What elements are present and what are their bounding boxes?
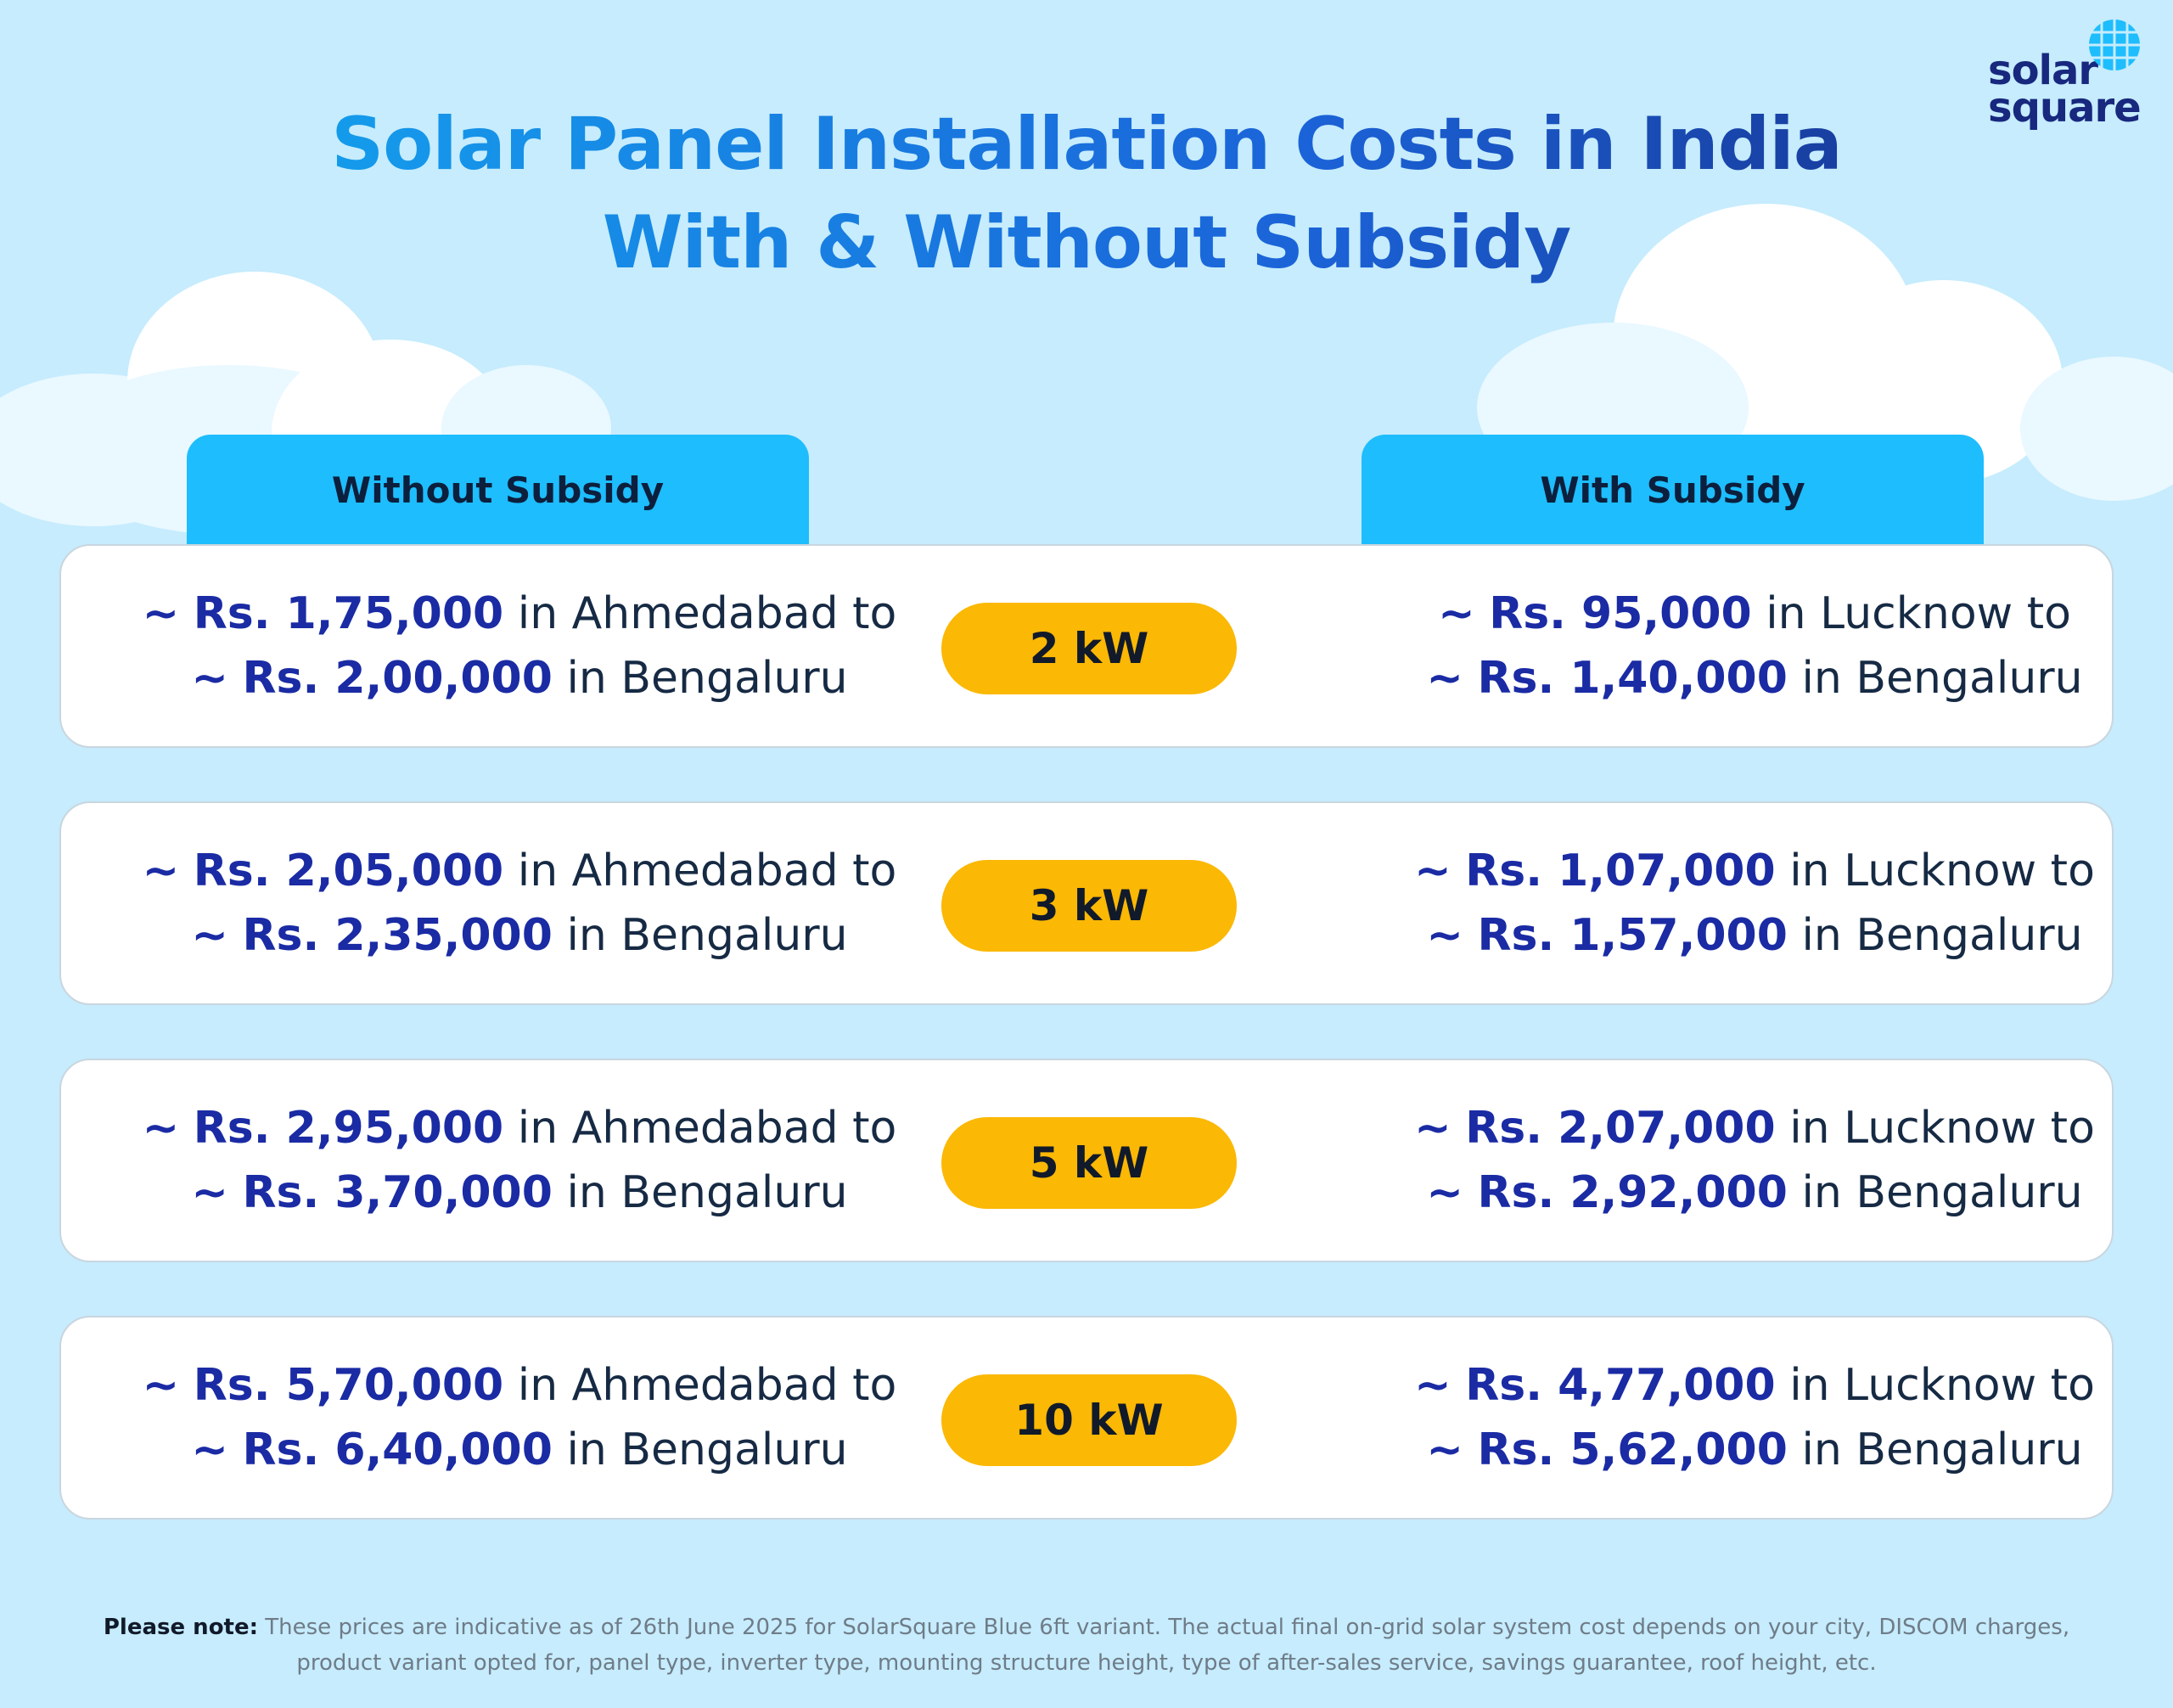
price-location: in Ahmedabad to bbox=[503, 588, 897, 639]
price-amount: Rs. 2,95,000 bbox=[193, 1103, 504, 1154]
price-amount: Rs. 6,40,000 bbox=[242, 1424, 553, 1475]
price-line: ~ Rs. 2,05,000 in Ahmedabad to bbox=[142, 846, 897, 896]
price-amount: Rs. 2,00,000 bbox=[242, 653, 553, 704]
solar-grid-icon bbox=[2088, 19, 2141, 71]
price-line: ~ Rs. 5,62,000 in Bengaluru bbox=[1426, 1424, 2083, 1475]
price-line: ~ Rs. 5,70,000 in Ahmedabad to bbox=[142, 1360, 897, 1411]
price-line: ~ Rs. 2,92,000 in Bengaluru bbox=[1426, 1167, 2083, 1218]
price-line: ~ Rs. 2,07,000 in Lucknow to bbox=[1414, 1103, 2095, 1154]
price-amount: Rs. 95,000 bbox=[1489, 588, 1752, 639]
price-amount: Rs. 2,05,000 bbox=[193, 846, 504, 896]
cost-row-3kw: ~ Rs. 2,05,000 in Ahmedabad to ~ Rs. 2,3… bbox=[59, 801, 2114, 1005]
price-location: in Bengaluru bbox=[552, 1167, 848, 1218]
page-title: Solar Panel Installation Costs in India bbox=[0, 102, 2173, 187]
cost-row-10kw: ~ Rs. 5,70,000 in Ahmedabad to ~ Rs. 6,4… bbox=[59, 1316, 2114, 1520]
price-amount: Rs. 2,35,000 bbox=[242, 910, 553, 961]
price-line: ~ Rs. 1,75,000 in Ahmedabad to bbox=[142, 588, 897, 639]
price-line: ~ Rs. 4,77,000 in Lucknow to bbox=[1414, 1360, 2095, 1411]
price-location: in Bengaluru bbox=[1787, 1167, 2083, 1218]
price-location: in Bengaluru bbox=[552, 653, 848, 704]
cost-without-subsidy: ~ Rs. 5,70,000 in Ahmedabad to ~ Rs. 6,4… bbox=[95, 1318, 944, 1518]
capacity-badge: 5 kW bbox=[941, 1117, 1237, 1209]
disclaimer-line2: product variant opted for, panel type, i… bbox=[296, 1650, 1877, 1676]
capacity-badge: 3 kW bbox=[941, 860, 1237, 952]
price-line: ~ Rs. 2,35,000 in Bengaluru bbox=[191, 910, 848, 961]
cost-row-5kw: ~ Rs. 2,95,000 in Ahmedabad to ~ Rs. 3,7… bbox=[59, 1059, 2114, 1262]
price-line: ~ Rs. 6,40,000 in Bengaluru bbox=[191, 1424, 848, 1475]
disclaimer-line1: Please note: These prices are indicative… bbox=[51, 1610, 2122, 1645]
cost-with-subsidy: ~ Rs. 1,07,000 in Lucknow to ~ Rs. 1,57,… bbox=[1275, 803, 2173, 1003]
price-amount: Rs. 4,77,000 bbox=[1465, 1360, 1776, 1411]
page-subtitle: With & Without Subsidy bbox=[0, 200, 2173, 285]
price-amount: Rs. 1,40,000 bbox=[1477, 653, 1788, 704]
price-location: in Lucknow to bbox=[1775, 1103, 2095, 1154]
price-location: in Bengaluru bbox=[1787, 910, 2083, 961]
price-amount: Rs. 5,70,000 bbox=[193, 1360, 504, 1411]
disclaimer-text: These prices are indicative as of 26th J… bbox=[258, 1615, 2070, 1640]
cost-row-2kw: ~ Rs. 1,75,000 in Ahmedabad to ~ Rs. 2,0… bbox=[59, 544, 2114, 748]
capacity-badge: 10 kW bbox=[941, 1374, 1237, 1466]
price-location: in Bengaluru bbox=[1787, 1424, 2083, 1475]
price-line: ~ Rs. 2,00,000 in Bengaluru bbox=[191, 653, 848, 704]
cost-with-subsidy: ~ Rs. 95,000 in Lucknow to ~ Rs. 1,40,00… bbox=[1275, 546, 2173, 746]
brand-logo-line1: solar bbox=[1988, 47, 2098, 94]
price-amount: Rs. 3,70,000 bbox=[242, 1167, 553, 1218]
price-amount: Rs. 5,62,000 bbox=[1477, 1424, 1788, 1475]
price-amount: Rs. 1,57,000 bbox=[1477, 910, 1788, 961]
price-location: in Lucknow to bbox=[1775, 1360, 2095, 1411]
price-line: ~ Rs. 1,57,000 in Bengaluru bbox=[1426, 910, 2083, 961]
cost-without-subsidy: ~ Rs. 1,75,000 in Ahmedabad to ~ Rs. 2,0… bbox=[95, 546, 944, 746]
price-location: in Bengaluru bbox=[552, 910, 848, 961]
header-without-subsidy: Without Subsidy bbox=[187, 435, 809, 545]
disclaimer-note: Please note: These prices are indicative… bbox=[51, 1610, 2122, 1681]
price-location: in Lucknow to bbox=[1751, 588, 2071, 639]
capacity-badge: 2 kW bbox=[941, 603, 1237, 694]
price-location: in Bengaluru bbox=[552, 1424, 848, 1475]
cost-without-subsidy: ~ Rs. 2,05,000 in Ahmedabad to ~ Rs. 2,3… bbox=[95, 803, 944, 1003]
price-location: in Bengaluru bbox=[1787, 653, 2083, 704]
price-amount: Rs. 1,75,000 bbox=[193, 588, 504, 639]
price-amount: Rs. 1,07,000 bbox=[1465, 846, 1776, 896]
cost-with-subsidy: ~ Rs. 2,07,000 in Lucknow to ~ Rs. 2,92,… bbox=[1275, 1060, 2173, 1261]
price-amount: Rs. 2,07,000 bbox=[1465, 1103, 1776, 1154]
disclaimer-label: Please note: bbox=[103, 1615, 259, 1640]
cost-with-subsidy: ~ Rs. 4,77,000 in Lucknow to ~ Rs. 5,62,… bbox=[1275, 1318, 2173, 1518]
cost-without-subsidy: ~ Rs. 2,95,000 in Ahmedabad to ~ Rs. 3,7… bbox=[95, 1060, 944, 1261]
price-location: in Ahmedabad to bbox=[503, 1103, 897, 1154]
price-line: ~ Rs. 1,40,000 in Bengaluru bbox=[1426, 653, 2083, 704]
price-line: ~ Rs. 3,70,000 in Bengaluru bbox=[191, 1167, 848, 1218]
price-amount: Rs. 2,92,000 bbox=[1477, 1167, 1788, 1218]
price-location: in Ahmedabad to bbox=[503, 1360, 897, 1411]
price-line: ~ Rs. 95,000 in Lucknow to bbox=[1438, 588, 2071, 639]
brand-logo-line2: square bbox=[1988, 87, 2142, 128]
price-location: in Ahmedabad to bbox=[503, 846, 897, 896]
header-with-subsidy: With Subsidy bbox=[1362, 435, 1984, 545]
brand-logo: solar square bbox=[1988, 19, 2142, 129]
price-line: ~ Rs. 2,95,000 in Ahmedabad to bbox=[142, 1103, 897, 1154]
price-line: ~ Rs. 1,07,000 in Lucknow to bbox=[1414, 846, 2095, 896]
price-location: in Lucknow to bbox=[1775, 846, 2095, 896]
